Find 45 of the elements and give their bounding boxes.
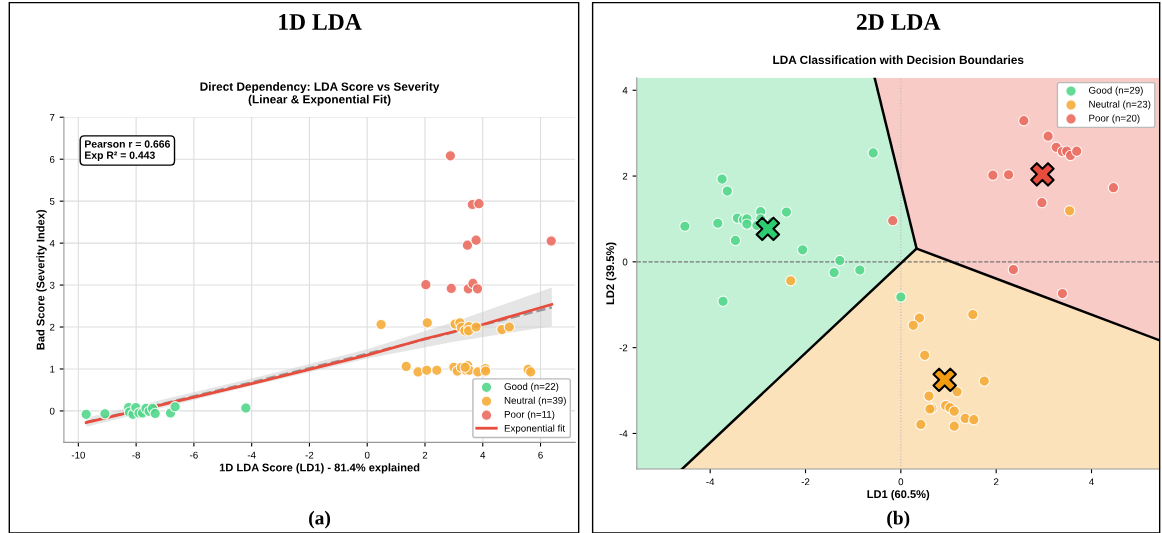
y-axis-title: LD2 (39.5%)	[605, 242, 617, 305]
legend-label: Good (n=29)	[1089, 86, 1143, 96]
y-tick-label: 0	[49, 407, 55, 415]
chart-subtitle: Direct Dependency: LDA Score vs Severity (Linear & Exponential Fit)	[200, 82, 440, 106]
x-tick-label: 0	[898, 478, 904, 486]
y-tick-label: 6	[49, 155, 55, 163]
x-tick-label: 2	[993, 478, 999, 486]
x-tick-label: -8	[132, 451, 141, 459]
y-tick-label: -4	[619, 430, 628, 437]
x-tick-label: -4	[247, 451, 256, 459]
y-tick-label: 1	[50, 365, 55, 373]
chart-subtitle: LDA Classification with Decision Boundaries	[773, 55, 1024, 65]
x-tick-label: -4	[706, 478, 715, 486]
legend-label: Neutral (n=39)	[504, 396, 566, 406]
legend-label: Good (n=22)	[504, 382, 559, 392]
text: (b)	[887, 510, 910, 529]
y-tick-label: 7	[49, 114, 55, 121]
y-tick-label: 3	[49, 281, 55, 289]
legend-label: Neutral (n=23)	[1089, 100, 1151, 110]
x-tick-label: -10	[71, 451, 85, 459]
x-axis-title: LD1 (60.5%)	[867, 489, 930, 501]
y-tick-label: 5	[49, 198, 55, 205]
y-tick-label: 4	[622, 87, 628, 94]
chart-title: 1D LDA	[279, 14, 362, 30]
x-axis-title: 1D LDA Score (LD1) - 81.4% explained	[219, 463, 420, 474]
legend-label: Exponential fit	[504, 424, 566, 434]
y-tick-label: 0	[622, 258, 628, 266]
x-tick-label: 2	[422, 451, 428, 459]
y-tick-label: 4	[49, 239, 55, 247]
x-tick-label: -2	[305, 451, 314, 459]
x-tick-label: 0	[364, 451, 370, 459]
x-tick-label: -2	[801, 478, 810, 486]
annotation: Pearson r = 0.666 Exp R² = 0.443	[85, 140, 170, 161]
y-tick-label: 2	[622, 172, 628, 180]
text: (a)	[309, 510, 331, 529]
x-tick-label: -6	[190, 451, 198, 459]
chart-title: 2D LDA	[856, 14, 941, 30]
x-tick-label: 4	[1089, 478, 1094, 486]
x-tick-label: 6	[538, 451, 543, 459]
legend-label: Poor (n=20)	[1089, 114, 1140, 124]
legend-label: Poor (n=11)	[504, 410, 555, 420]
y-tick-label: -2	[619, 344, 628, 352]
y-axis-title: Bad Score (Severity Index)	[36, 209, 47, 350]
y-tick-label: 2	[49, 323, 55, 331]
x-tick-label: 4	[480, 451, 486, 459]
